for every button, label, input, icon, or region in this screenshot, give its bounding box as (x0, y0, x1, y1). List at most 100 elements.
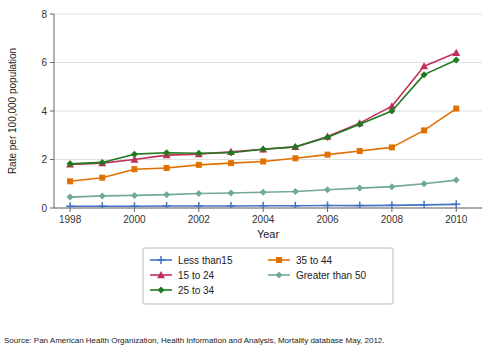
plot-data (66, 49, 460, 208)
point (452, 49, 460, 56)
x-tick (263, 208, 264, 212)
legend-marker (157, 256, 165, 264)
legend-label: 35 to 44 (296, 255, 333, 266)
x-tick-label: 2004 (252, 214, 275, 225)
point (99, 159, 106, 166)
point (453, 106, 459, 112)
x-tick-label: 2000 (123, 214, 146, 225)
point (388, 201, 396, 208)
x-tick (391, 208, 392, 212)
point (228, 160, 234, 166)
y-tick (50, 111, 54, 112)
point (421, 71, 428, 78)
point (324, 186, 331, 193)
legend-marker (276, 272, 283, 279)
series (67, 106, 459, 185)
series-line (70, 180, 456, 197)
x-tick (134, 208, 135, 212)
point (420, 62, 428, 69)
grid-line (54, 208, 482, 209)
series (67, 177, 460, 201)
grid-line (54, 62, 482, 63)
point (259, 145, 267, 152)
grid-line (54, 14, 482, 15)
y-axis-label: Rate per 100,000 population (7, 48, 18, 174)
point (98, 202, 106, 208)
point (227, 202, 235, 208)
point (260, 146, 267, 153)
point (292, 155, 298, 161)
x-tick-label: 1998 (59, 214, 82, 225)
point (67, 178, 73, 184)
point (325, 152, 331, 158)
point (163, 202, 171, 208)
point (388, 183, 395, 190)
point (452, 200, 460, 208)
y-tick-label: 0 (41, 203, 47, 214)
legend-label: Less than15 (178, 255, 233, 266)
series (66, 200, 460, 208)
point (260, 158, 266, 164)
point (66, 202, 74, 208)
point (357, 148, 363, 154)
point (163, 191, 170, 198)
point (260, 189, 267, 196)
point (99, 192, 106, 199)
point (99, 175, 105, 181)
point (67, 160, 74, 167)
x-axis-label: Year (257, 228, 280, 240)
y-tick-label: 6 (41, 57, 47, 68)
y-tick-label: 2 (41, 154, 47, 165)
point (163, 149, 170, 156)
point (130, 202, 138, 208)
point (291, 143, 299, 150)
legend-label: 25 to 34 (178, 285, 215, 296)
point (98, 159, 106, 166)
y-tick-label: 4 (41, 106, 47, 117)
point (195, 202, 203, 208)
x-tick-label: 2008 (381, 214, 404, 225)
legend-marker (276, 257, 282, 263)
point (421, 180, 428, 187)
x-tick-label: 2006 (316, 214, 339, 225)
x-tick (70, 208, 71, 212)
point (131, 151, 138, 158)
point (195, 190, 202, 197)
point (227, 189, 234, 196)
point (227, 149, 234, 156)
axes: 199820002002200420062008201002468 (41, 9, 482, 226)
y-tick-label: 8 (41, 9, 47, 20)
point (292, 188, 299, 195)
point (420, 201, 428, 208)
point (259, 202, 267, 208)
point (164, 165, 170, 171)
legend-marker (157, 271, 165, 278)
y-tick (50, 62, 54, 63)
x-tick-label: 2010 (445, 214, 468, 225)
point (453, 177, 460, 184)
point (292, 143, 299, 150)
legend: Less than1515 to 2425 to 3435 to 44Great… (143, 248, 393, 304)
point (421, 127, 427, 133)
x-tick (327, 208, 328, 212)
point (324, 134, 331, 141)
x-tick (198, 208, 199, 212)
point (356, 185, 363, 192)
point (356, 202, 364, 208)
point (291, 202, 299, 208)
point (389, 144, 395, 150)
series-line (70, 109, 456, 182)
y-tick (50, 208, 54, 209)
point (388, 108, 395, 115)
y-tick (50, 14, 54, 15)
point (453, 57, 460, 64)
y-tick (50, 159, 54, 160)
x-tick (456, 208, 457, 212)
point (196, 162, 202, 168)
series (66, 49, 460, 168)
point (195, 150, 203, 157)
series-line (70, 53, 456, 165)
point (131, 192, 138, 199)
legend-frame (143, 248, 393, 304)
x-axis-line (54, 208, 482, 209)
